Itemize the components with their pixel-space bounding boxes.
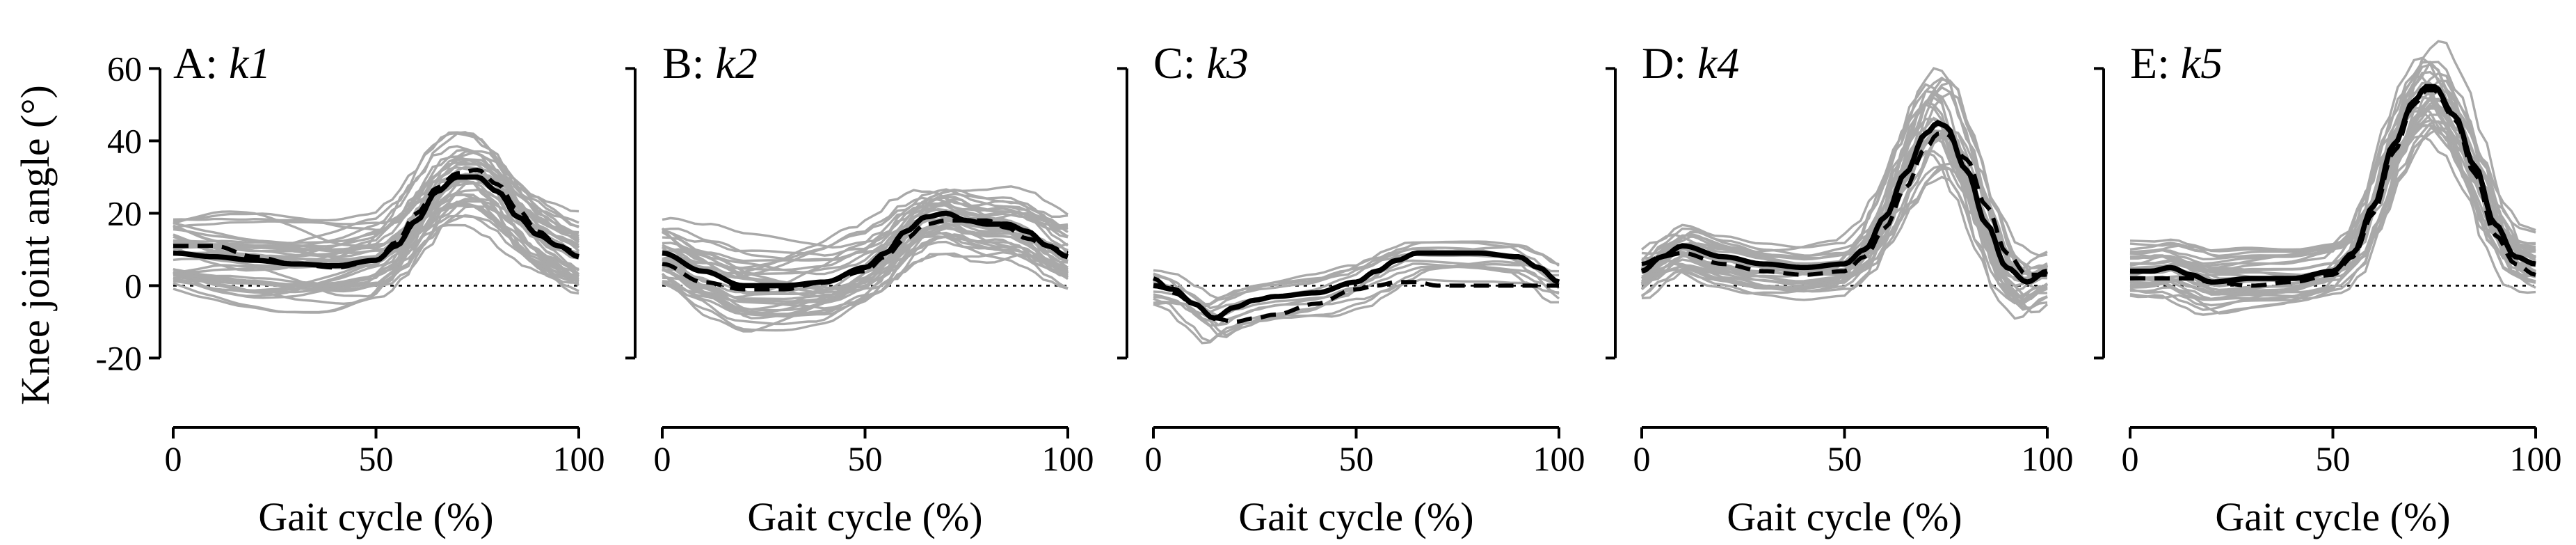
individual-trace xyxy=(1153,244,1560,310)
solid-mean-line xyxy=(662,210,1069,289)
x-tick-label: 50 xyxy=(359,439,394,478)
x-tick-label: 100 xyxy=(2022,439,2074,478)
individual-trace xyxy=(662,252,1069,333)
y-tick-label: 40 xyxy=(107,121,142,160)
individual-trace xyxy=(661,206,1069,299)
x-axis-label: Gait cycle (%) xyxy=(2215,494,2450,539)
x-tick-label: 0 xyxy=(2122,439,2139,478)
panel-title: C: k3 xyxy=(1153,38,1249,88)
individual-trace xyxy=(2129,118,2536,269)
dashed-mean-line xyxy=(2130,88,2536,288)
x-tick-label: 0 xyxy=(1633,439,1651,478)
individual-trace xyxy=(662,185,1069,249)
individual-trace xyxy=(2129,40,2536,285)
individual-trace xyxy=(661,230,1069,326)
dashed-mean-line xyxy=(1153,276,1559,324)
x-tick-label: 50 xyxy=(848,439,883,478)
individual-trace xyxy=(173,179,579,314)
individual-trace xyxy=(1153,240,1560,300)
y-tick-label: -20 xyxy=(95,338,142,377)
individual-trace xyxy=(1640,67,2048,280)
individual-trace xyxy=(173,200,579,292)
individual-trace xyxy=(173,223,579,288)
individual-trace xyxy=(173,165,579,258)
panel-d: 0 50 100 Gait cycle (%) D: k4 xyxy=(1606,38,2074,539)
individual-trace xyxy=(662,192,1069,276)
individual-trace xyxy=(2129,79,2536,300)
x-tick-label: 100 xyxy=(1042,439,1094,478)
individual-trace xyxy=(662,212,1069,292)
y-tick-label: 0 xyxy=(125,266,142,305)
x-axis-label: Gait cycle (%) xyxy=(1727,494,1962,539)
dashed-mean-line xyxy=(1641,132,2047,277)
x-tick-label: 0 xyxy=(654,439,671,478)
panel-b: 0 50 100 Gait cycle (%) B: k2 xyxy=(625,38,1094,539)
x-tick-label: 50 xyxy=(1827,439,1862,478)
solid-mean-line xyxy=(173,174,579,269)
panel-title: E: k5 xyxy=(2130,38,2223,88)
x-tick-label: 100 xyxy=(1533,439,1585,478)
x-tick-label: 50 xyxy=(2316,439,2351,478)
individual-trace xyxy=(173,150,580,258)
y-tick-label: 20 xyxy=(107,193,142,232)
individual-trace xyxy=(1641,86,2049,277)
individual-trace xyxy=(1153,278,1560,326)
individual-trace xyxy=(662,219,1069,296)
individual-trace xyxy=(662,217,1069,262)
x-tick-label: 0 xyxy=(1145,439,1162,478)
individual-trace xyxy=(662,251,1069,310)
panel-title: A: k1 xyxy=(173,38,271,88)
individual-trace xyxy=(1640,132,2048,311)
individual-trace xyxy=(1153,262,1560,338)
y-tick-label: 60 xyxy=(107,49,142,88)
individual-trace xyxy=(1641,81,2049,281)
panel-a: 0 50 100 Gait cycle (%) -20 0 20 40 60 A: k1 xyxy=(95,38,605,539)
x-tick-label: 100 xyxy=(2510,439,2562,478)
panel-title: B: k2 xyxy=(662,38,758,88)
x-axis-label: Gait cycle (%) xyxy=(747,494,982,539)
individual-trace xyxy=(1641,129,2048,260)
x-tick-label: 100 xyxy=(553,439,605,478)
solid-mean-line xyxy=(2130,84,2536,285)
y-axis-label: Knee joint angle (°) xyxy=(13,85,58,405)
x-axis-label: Gait cycle (%) xyxy=(1238,494,1473,539)
x-axis-label: Gait cycle (%) xyxy=(258,494,493,539)
x-tick-label: 0 xyxy=(165,439,182,478)
panel-c: 0 50 100 Gait cycle (%) C: k3 xyxy=(1117,38,1585,539)
x-tick-label: 50 xyxy=(1339,439,1374,478)
individual-trace xyxy=(1640,90,2048,299)
panel-e: 0 50 100 Gait cycle (%) E: k5 xyxy=(2094,38,2562,539)
solid-mean-line xyxy=(1640,120,2048,285)
panel-title: D: k4 xyxy=(1642,38,1739,88)
individual-trace xyxy=(662,235,1069,316)
individual-trace xyxy=(661,189,1069,275)
solid-mean-line xyxy=(1153,250,1560,322)
individual-trace xyxy=(2129,124,2536,252)
